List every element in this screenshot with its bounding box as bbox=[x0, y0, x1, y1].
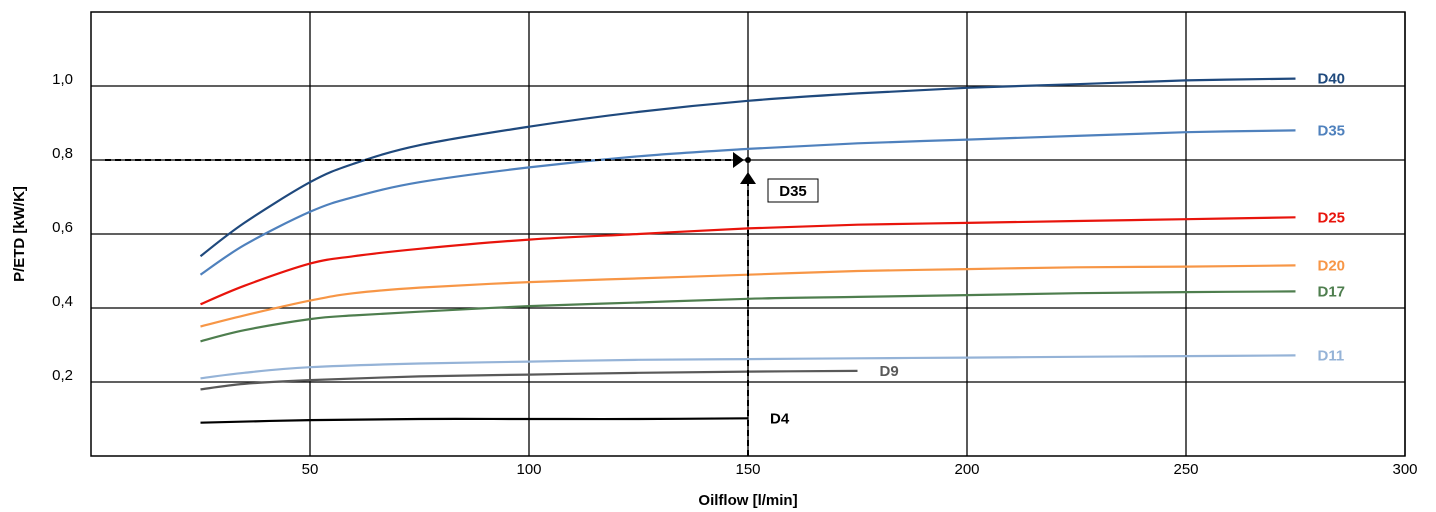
series-line-d20 bbox=[200, 264, 1296, 328]
series-label-d17: D17 bbox=[1318, 283, 1346, 300]
y-axis-title: P/ETD [kW/K] bbox=[11, 186, 28, 282]
series-label-d25: D25 bbox=[1318, 209, 1346, 226]
annotation-box bbox=[767, 178, 819, 203]
series-label-d4: D4 bbox=[770, 410, 790, 427]
series-line-d9 bbox=[200, 369, 858, 391]
series-label-d35: D35 bbox=[1318, 122, 1346, 139]
series-label-d9: D9 bbox=[880, 363, 899, 380]
series-layer bbox=[199, 77, 1296, 424]
x-tick-label: 250 bbox=[1173, 461, 1198, 478]
series-line-d40 bbox=[199, 77, 1296, 258]
y-tick-label: 0,6 bbox=[52, 219, 73, 236]
annotation-label: D35 bbox=[779, 183, 807, 200]
series-labels: D40 D35 D25 D20 D17 D11 D9 D4 bbox=[770, 71, 1345, 428]
annotation-arrow-right bbox=[733, 152, 744, 168]
series-line-d25 bbox=[200, 216, 1296, 306]
y-tick-label: 0,8 bbox=[52, 145, 73, 162]
series-line-d17 bbox=[200, 290, 1296, 343]
tick-labels: 50 100 150 200 250 300 0,2 0,4 0,6 0,8 1,0 bbox=[52, 71, 1417, 478]
series-label-d20: D20 bbox=[1318, 257, 1346, 274]
y-tick-label: 0,4 bbox=[52, 293, 73, 310]
x-tick-label: 200 bbox=[954, 461, 979, 478]
x-tick-label: 50 bbox=[302, 461, 319, 478]
annotation-arrow-up bbox=[740, 172, 756, 184]
x-axis-title: Oilflow [l/min] bbox=[698, 492, 797, 509]
series-label-d40: D40 bbox=[1318, 71, 1346, 88]
x-tick-label: 300 bbox=[1392, 461, 1417, 478]
plot-frame bbox=[90, 11, 1406, 457]
y-tick-label: 1,0 bbox=[52, 71, 73, 88]
x-tick-label: 100 bbox=[516, 461, 541, 478]
series-line-d35 bbox=[199, 129, 1296, 276]
annotation: D35 bbox=[105, 152, 819, 456]
series-label-d11: D11 bbox=[1318, 347, 1345, 364]
annotation-point bbox=[745, 157, 751, 163]
series-line-d4 bbox=[200, 417, 749, 424]
series-line-d11 bbox=[200, 354, 1296, 380]
x-tick-label: 150 bbox=[735, 461, 760, 478]
y-tick-label: 0,2 bbox=[52, 367, 73, 384]
